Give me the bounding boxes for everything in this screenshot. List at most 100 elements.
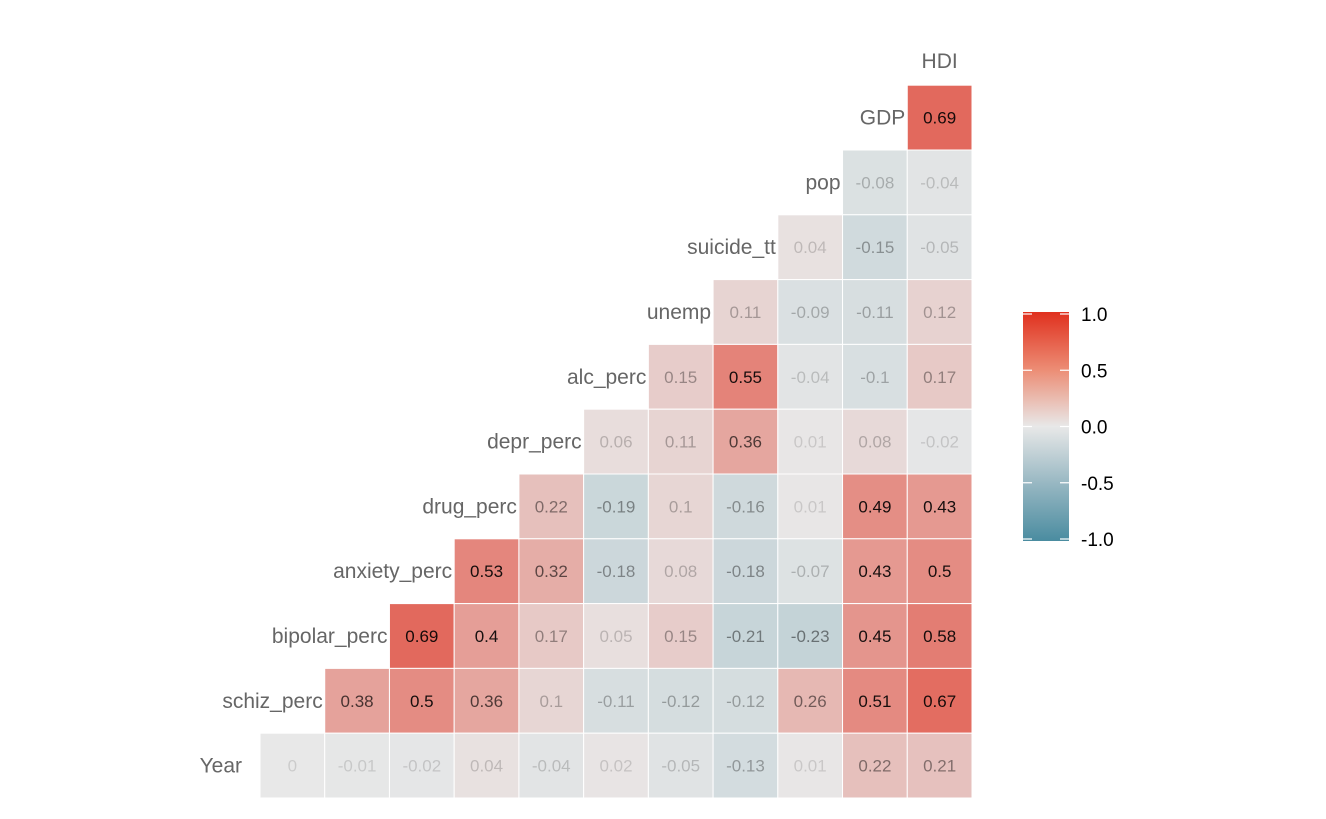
heatmap-cell (388, 667, 455, 734)
heatmap-cell (906, 214, 973, 281)
row-label: GDP (860, 107, 906, 130)
heatmap-cell (906, 732, 973, 799)
cell-value: 0.21 (923, 757, 956, 776)
heatmap-cell (518, 603, 585, 669)
row-label: schiz_perc (222, 690, 322, 713)
cell-value: -0.01 (338, 757, 377, 776)
heatmap-cell (906, 149, 973, 216)
cell-value: 0.43 (858, 562, 891, 581)
cell-value: 0.22 (858, 757, 891, 776)
heatmap-cell (842, 149, 908, 216)
heatmap-cell (906, 279, 973, 345)
cell-value: -0.18 (597, 562, 636, 581)
cell-value: 0.01 (794, 433, 827, 452)
cell-value: 0.51 (858, 692, 891, 711)
heatmap-cell (388, 732, 455, 799)
row-label: pop (805, 171, 840, 194)
heatmap-cell (518, 732, 585, 799)
heatmap-cell (453, 538, 520, 605)
heatmap-cell (906, 84, 973, 151)
heatmap-cell (842, 343, 908, 410)
cell-value: -0.09 (791, 303, 830, 322)
row-label: Year (200, 755, 242, 778)
cell-value: 0.01 (794, 757, 827, 776)
heatmap-cell (583, 667, 649, 734)
heatmap-cell (842, 408, 908, 475)
cell-value: -0.07 (791, 562, 830, 581)
heatmap-cell (388, 603, 455, 669)
cell-value: 0.43 (923, 497, 956, 516)
cell-value: -0.16 (726, 497, 765, 516)
cell-value: 0.45 (858, 627, 891, 646)
cell-value: 0.15 (664, 368, 697, 387)
heatmap-cell (906, 538, 973, 605)
cell-value: -0.11 (597, 692, 635, 711)
cell-value: -0.19 (597, 497, 636, 516)
cell-value: 0.17 (535, 627, 568, 646)
heatmap-cell (583, 732, 649, 799)
heatmap-cells: 0.69 -0.08 -0.04 0.04 -0.15 -0.05 0.11 -0.09 -0.… (259, 84, 973, 799)
cell-value: 0.1 (539, 692, 563, 711)
heatmap-cell (712, 603, 779, 669)
row-label: anxiety_perc (333, 560, 452, 583)
cell-value: 0.17 (923, 368, 956, 387)
heatmap-cell (518, 473, 585, 540)
heatmap-cell (453, 667, 520, 734)
heatmap-cell (324, 732, 390, 799)
color-legend: 1.0 0.5 0.0 -0.5 -1.0 (1023, 305, 1114, 551)
heatmap-cell (777, 214, 844, 281)
row-label: alc_perc (567, 366, 646, 389)
cell-value: 0.67 (923, 692, 956, 711)
heatmap-cell (647, 732, 714, 799)
cell-value: -0.21 (726, 627, 765, 646)
cell-value: 0.58 (923, 627, 956, 646)
heatmap-cell (453, 732, 520, 799)
heatmap-cell (647, 408, 714, 475)
heatmap-cell (777, 667, 844, 734)
cell-value: 0.01 (794, 497, 827, 516)
cell-value: 0.36 (729, 433, 762, 452)
row-label: suicide_tt (687, 236, 776, 259)
heatmap-cell (842, 473, 908, 540)
heatmap-cell (259, 732, 326, 799)
cell-value: -0.11 (856, 303, 894, 322)
cell-value: 0.69 (923, 109, 956, 128)
cell-value: -0.02 (402, 757, 441, 776)
heatmap-cell (906, 667, 973, 734)
legend-tick-label: 1.0 (1081, 305, 1107, 326)
heatmap-cell (906, 343, 973, 410)
legend-tick-label: -0.5 (1081, 474, 1114, 495)
cell-value: -0.08 (856, 173, 895, 192)
cell-value: -0.04 (532, 757, 571, 776)
row-label: unemp (647, 301, 711, 324)
row-label: drug_perc (422, 495, 517, 518)
cell-value: 0.06 (599, 433, 632, 452)
heatmap-cell (777, 279, 844, 345)
cell-value: 0.55 (729, 368, 762, 387)
cell-value: 0.02 (599, 757, 632, 776)
cell-value: 0.08 (858, 433, 891, 452)
cell-value: 0.08 (664, 562, 697, 581)
cell-value: -0.1 (860, 368, 889, 387)
cell-value: 0.04 (794, 238, 827, 257)
cell-value: 0.26 (794, 692, 827, 711)
cell-value: 0.5 (410, 692, 434, 711)
heatmap-cell (712, 473, 779, 540)
cell-value: 0.11 (665, 433, 697, 452)
cell-value: -0.04 (920, 173, 959, 192)
heatmap-cell (842, 667, 908, 734)
heatmap-cell (906, 473, 973, 540)
cell-value: 0.32 (535, 562, 568, 581)
cell-value: 0.04 (470, 757, 503, 776)
heatmap-cell (712, 408, 779, 475)
heatmap-cell (324, 667, 390, 734)
cell-value: -0.05 (920, 238, 959, 257)
cell-value: 0.05 (599, 627, 632, 646)
heatmap-cell (906, 408, 973, 475)
column-label-top: HDI (922, 50, 958, 73)
heatmap-cell (777, 408, 844, 475)
cell-value: 0.49 (858, 497, 891, 516)
cell-value: 0.69 (405, 627, 438, 646)
